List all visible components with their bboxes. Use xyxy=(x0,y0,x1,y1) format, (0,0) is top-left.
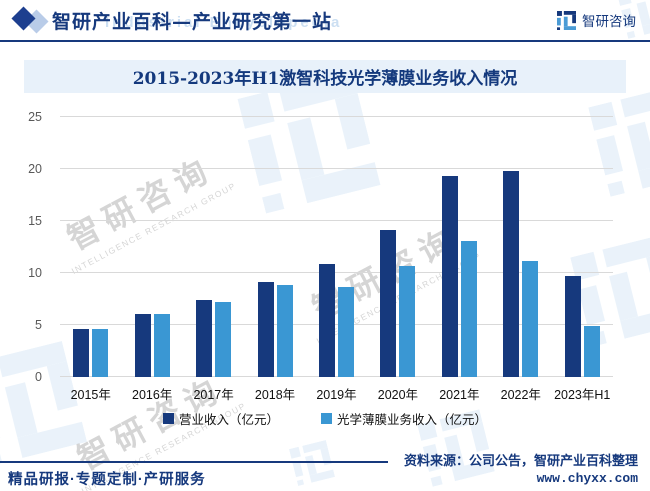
brand-name: 智研咨询 xyxy=(582,14,636,29)
bar-series0-2019年 xyxy=(318,263,335,377)
bar-series1-2016年 xyxy=(153,313,170,377)
bar-group-2016年 xyxy=(121,117,182,377)
site-title: 智研产业百科—产业研究第一站 xyxy=(52,10,333,33)
bar-series1-2018年 xyxy=(276,285,293,377)
bar-series1-2015年 xyxy=(92,329,109,377)
bar-series1-2020年 xyxy=(399,265,416,377)
bar-groups xyxy=(60,117,613,377)
bar-group-2021年 xyxy=(429,117,490,377)
bar-series0-2022年 xyxy=(503,171,520,377)
y-tick-label-25: 25 xyxy=(28,110,42,124)
y-tick-label-5: 5 xyxy=(35,318,42,332)
y-axis: 0 5 10 15 20 25 xyxy=(0,110,52,384)
brand-logo-icon xyxy=(557,10,576,30)
legend-swatch-icon xyxy=(162,413,174,424)
y-tick-label-0: 0 xyxy=(35,370,42,384)
diamond-logo-icon xyxy=(8,5,52,35)
data-source-note: 资料来源：公司公告，智研产业百科整理 xyxy=(403,453,638,468)
services-tagline: 精品研报·专题定制·产研服务 xyxy=(8,472,206,488)
bar-group-2015年 xyxy=(60,117,121,377)
bar-series1-2021年 xyxy=(460,240,477,377)
legend-label: 光学薄膜业务收入（亿元） xyxy=(337,413,488,427)
bar-series0-2018年 xyxy=(257,282,274,377)
x-tick-label-2020年: 2020年 xyxy=(377,388,419,402)
bar-series0-2023年H1 xyxy=(564,276,581,377)
brand-logo-watermark-icon xyxy=(288,439,336,487)
x-tick-label-2015年: 2015年 xyxy=(70,388,111,402)
x-tick-label-2016年: 2016年 xyxy=(132,388,173,402)
legend-item-1: 光学薄膜业务收入（亿元） xyxy=(321,409,487,428)
legend-label: 营业收入（亿元） xyxy=(178,413,279,427)
x-tick-label-2018年: 2018年 xyxy=(254,388,296,402)
plot-area xyxy=(60,116,613,377)
bar-series1-2023年H1 xyxy=(583,326,600,377)
x-tick-label-2021年: 2021年 xyxy=(439,388,480,402)
gridline-0 xyxy=(60,376,613,377)
bar-group-2018年 xyxy=(244,117,305,377)
bar-series0-2016年 xyxy=(134,313,151,377)
bar-group-2022年 xyxy=(490,117,551,377)
bar-series0-2020年 xyxy=(380,230,397,377)
y-tick-label-15: 15 xyxy=(28,214,42,228)
bar-series0-2017年 xyxy=(196,300,213,377)
bar-series0-2021年 xyxy=(441,176,458,377)
legend-item-0: 营业收入（亿元） xyxy=(162,409,279,428)
bar-series1-2017年 xyxy=(215,302,232,377)
bar-series1-2022年 xyxy=(522,260,539,377)
footer-divider xyxy=(0,461,388,463)
y-tick-label-20: 20 xyxy=(28,162,42,176)
legend-swatch-icon xyxy=(321,413,332,424)
x-tick-label-2019年: 2019年 xyxy=(316,388,357,402)
gridline-10 xyxy=(60,272,613,273)
bar-group-2020年 xyxy=(367,117,428,377)
header: Industrial Encyclopedia 智研产业百科—产业研究第一站 智… xyxy=(0,0,650,42)
x-tick-label-2023年H1: 2023年H1 xyxy=(554,388,611,402)
website-url: www.chyxx.com xyxy=(536,471,638,486)
x-axis: 2015年 2016年 2017年 2018年 2019年 2020年 2021年 2022年… xyxy=(60,384,613,403)
gridline-15 xyxy=(60,220,613,221)
legend: 营业收入（亿元） 光学薄膜业务收入（亿元） xyxy=(0,409,650,428)
brand-lockup: 智研咨询 xyxy=(557,10,636,30)
bar-group-2019年 xyxy=(306,117,367,377)
gridline-5 xyxy=(60,324,613,325)
x-tick-label-2022年: 2022年 xyxy=(500,388,541,402)
chart-title-banner: 2015-2023年H1激智科技光学薄膜业务收入情况 xyxy=(24,60,626,93)
bar-series0-2015年 xyxy=(73,329,90,377)
y-tick-label-10: 10 xyxy=(28,266,42,280)
header-watermark: Industrial Encyclopedia xyxy=(105,14,343,31)
bar-series1-2019年 xyxy=(337,286,354,377)
chart-title: 2015-2023年H1激智科技光学薄膜业务收入情况 xyxy=(132,69,518,89)
bar-group-2023年H1 xyxy=(552,117,613,377)
bar-group-2017年 xyxy=(183,117,244,377)
x-tick-label-2017年: 2017年 xyxy=(193,388,234,402)
